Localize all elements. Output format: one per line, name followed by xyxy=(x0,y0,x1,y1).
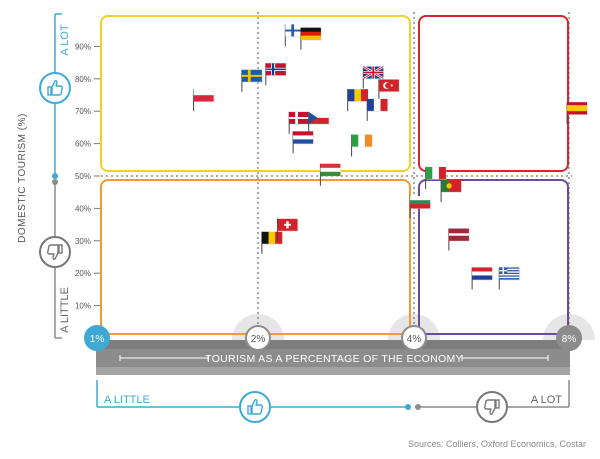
x-axis: TOURISM AS A PERCENTAGE OF THE ECONOMY 1%… xyxy=(84,325,582,375)
x-tick-label: 8% xyxy=(562,334,577,345)
data-point-bulgaria: Bulgaria xyxy=(409,196,432,219)
x-tick-1%: 1% xyxy=(84,325,110,351)
data-point-germany: Germany xyxy=(300,27,322,50)
x-scale-bar: A LITTLE A LOT xyxy=(96,380,570,423)
data-point-united-kingdom: United Kingdom xyxy=(362,65,385,89)
x-tick-2%: 2% xyxy=(245,325,271,351)
x-tick-label: 2% xyxy=(251,334,266,345)
data-point-ireland: Ireland xyxy=(351,134,373,157)
x-scale-dot xyxy=(415,404,421,410)
x-axis-bar-top xyxy=(96,340,570,349)
data-points: PolandSwedenNorwayFinlandGermanyDenmarkC… xyxy=(193,24,589,290)
y-axis-dot xyxy=(52,179,58,185)
data-point-croatia: Croatia xyxy=(471,267,494,290)
data-point-romania: Romania xyxy=(347,89,369,112)
y-axis-low-label: A LITTLE xyxy=(59,287,71,333)
data-point-finland: Finland xyxy=(284,24,307,47)
data-point-netherlands: Netherlands xyxy=(292,131,315,154)
x-axis-bar xyxy=(96,349,570,367)
quadrant-bottom-left xyxy=(100,179,411,335)
y-tick-label: 50% xyxy=(75,172,91,181)
y-tick-label: 30% xyxy=(75,237,91,246)
thumbs-down-icon xyxy=(476,391,508,423)
x-tick-8%: 8% xyxy=(556,325,582,351)
x-tick-label: 1% xyxy=(90,334,105,345)
data-point-italy: Italy xyxy=(425,166,447,189)
data-point-turkey: Turkey xyxy=(378,79,400,102)
reference-lines xyxy=(96,12,572,338)
y-tick-label: 90% xyxy=(75,42,91,51)
y-axis: A LOT A LITTLE DOMESTIC TOURISM (%) xyxy=(17,13,71,339)
data-point-spain: Spain xyxy=(566,102,589,125)
y-tick-label: 70% xyxy=(75,107,91,116)
data-point-sweden: Sweden xyxy=(241,69,263,92)
y-tick-labels: 10% 20% 30% 40% 50% 60% 70% 80% 90% xyxy=(75,42,100,311)
thumbs-up-icon xyxy=(239,391,271,423)
x-scale-dot xyxy=(405,404,411,410)
quadrant-top-right xyxy=(418,15,569,172)
x-scale-low-label: A LITTLE xyxy=(104,394,150,406)
y-axis-dot xyxy=(52,173,58,179)
x-tick-4%: 4% xyxy=(401,325,427,351)
data-point-france: France xyxy=(366,98,389,121)
data-point-greece: Greece xyxy=(498,267,521,290)
thumbs-down-icon xyxy=(39,236,71,268)
y-tick-label: 80% xyxy=(75,75,91,84)
data-point-denmark: Denmark xyxy=(288,111,311,134)
y-tick-label: 10% xyxy=(75,302,91,311)
data-point-poland: Poland xyxy=(193,89,215,112)
y-tick-label: 60% xyxy=(75,140,91,149)
x-axis-title: TOURISM AS A PERCENTAGE OF THE ECONOMY xyxy=(205,353,463,365)
data-point-belgium: Belgium xyxy=(261,231,283,254)
thumbs-up-icon xyxy=(39,72,71,104)
data-point-czech-republic: Czech Republic xyxy=(308,111,330,134)
y-axis-high-label: A LOT xyxy=(59,24,71,55)
y-tick-label: 40% xyxy=(75,204,91,213)
data-point-hungary: Hungary xyxy=(319,163,342,186)
data-point-portugal: Portugal xyxy=(440,179,463,202)
quadrant-bottom-right xyxy=(418,179,569,335)
y-axis-title: DOMESTIC TOURISM (%) xyxy=(17,113,28,243)
data-point-norway: Norway xyxy=(265,63,287,86)
data-point-switzerland: Switzerland xyxy=(277,218,299,241)
quadrant-top-left xyxy=(100,15,411,172)
data-point-latvia: Latvia xyxy=(448,228,470,251)
source-note: Sources: Colliers, Oxford Economics, Cos… xyxy=(407,439,586,449)
x-axis-bar-bottom xyxy=(96,367,570,375)
x-scale-high-label: A LOT xyxy=(531,394,562,406)
x-tick-label: 4% xyxy=(407,334,422,345)
y-tick-label: 20% xyxy=(75,269,91,278)
